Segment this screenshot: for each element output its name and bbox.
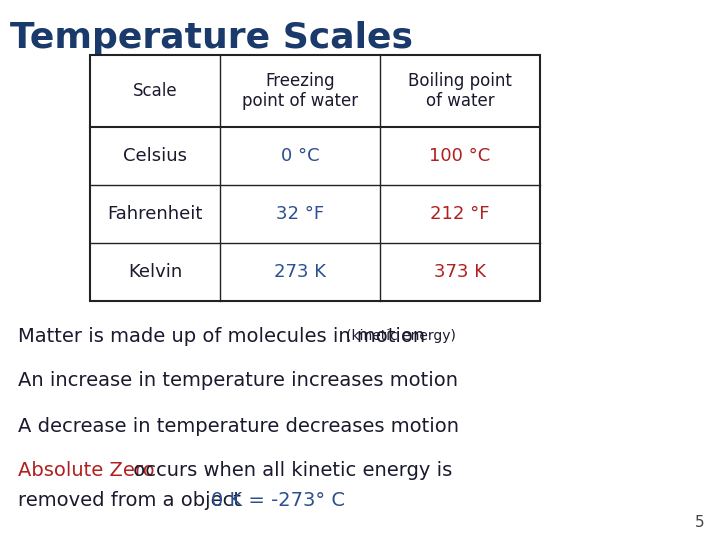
Text: 0 °C: 0 °C [281, 147, 319, 165]
Text: 212 °F: 212 °F [431, 205, 490, 223]
Bar [90, 55, 540, 301]
Text: 32 °F: 32 °F [276, 205, 324, 223]
Text: 100 °C: 100 °C [429, 147, 490, 165]
Text: removed from a object: removed from a object [18, 491, 253, 510]
Text: Fahrenheit: Fahrenheit [107, 205, 203, 223]
Text: Kelvin: Kelvin [128, 263, 182, 281]
Text: (kinetic energy): (kinetic energy) [346, 329, 456, 343]
Bar [90, 55, 540, 301]
Text: Boiling point
of water: Boiling point of water [408, 72, 512, 110]
Text: Matter is made up of molecules in motion: Matter is made up of molecules in motion [18, 327, 431, 346]
Text: Scale: Scale [132, 82, 177, 100]
Text: Temperature Scales: Temperature Scales [10, 21, 413, 55]
Text: 373 K: 373 K [434, 263, 486, 281]
Text: occurs when all kinetic energy is: occurs when all kinetic energy is [127, 462, 452, 481]
Text: An increase in temperature increases motion: An increase in temperature increases mot… [18, 372, 458, 390]
Text: A decrease in temperature decreases motion: A decrease in temperature decreases moti… [18, 416, 459, 435]
Text: 273 K: 273 K [274, 263, 326, 281]
Text: Absolute Zero: Absolute Zero [18, 462, 155, 481]
Text: 5: 5 [696, 515, 705, 530]
Text: Freezing
point of water: Freezing point of water [242, 72, 358, 110]
Text: 0 K = -273° C: 0 K = -273° C [211, 491, 345, 510]
Text: Celsius: Celsius [123, 147, 187, 165]
